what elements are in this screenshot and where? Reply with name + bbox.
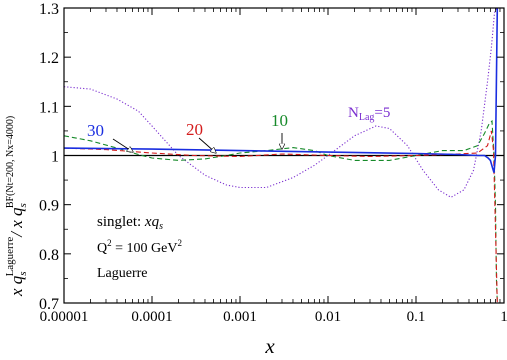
y-tick-label: 0.9 bbox=[39, 198, 59, 215]
x-tick-label: 0.1 bbox=[407, 309, 426, 325]
series-line-3 bbox=[64, 8, 499, 173]
y-tick-label: 1 bbox=[51, 149, 59, 166]
series-label-20: 20 bbox=[186, 120, 203, 139]
info-line-2-c: = 100 GeV bbox=[112, 241, 178, 256]
y-tick-label: 0.8 bbox=[39, 247, 59, 264]
x-tick-label: 0.001 bbox=[223, 309, 257, 325]
x-tick-label: 0.00001 bbox=[40, 309, 89, 325]
series-label-5: NLag=5 bbox=[348, 105, 390, 123]
series-label-30: 30 bbox=[87, 121, 104, 140]
y-label-main: x q bbox=[7, 275, 26, 297]
annotation-arrows bbox=[112, 133, 282, 153]
x-axis-label: x bbox=[264, 334, 275, 358]
y-label-sub: s bbox=[17, 271, 29, 275]
series-label-10: 10 bbox=[271, 111, 288, 130]
info-line-1-c: s bbox=[159, 221, 163, 232]
y-label-div-sup: BF(Nt=200, Nx=4000) bbox=[5, 116, 16, 208]
ticks-layer: 0.00001 0.0001 0.001 0.01 0.1 1 0.7 0.8 0.9 1 1.1 1… bbox=[39, 1, 507, 325]
info-line-2-d: 2 bbox=[177, 238, 182, 248]
info-line-1: singlet: xqs bbox=[97, 214, 163, 232]
series-line-0 bbox=[64, 8, 497, 198]
y-label-div-sub: s bbox=[17, 203, 29, 207]
x-tick-label: 0.0001 bbox=[131, 309, 172, 325]
info-line-1-a: singlet: bbox=[97, 214, 145, 230]
y-tick-label: 1.3 bbox=[39, 1, 59, 18]
series-line-1 bbox=[64, 119, 498, 303]
y-tick-label: 1.1 bbox=[39, 99, 59, 116]
arrow-20 bbox=[198, 137, 216, 153]
y-label-sup: Laguerre bbox=[4, 237, 16, 277]
series-line-2 bbox=[64, 130, 498, 303]
y-label-div: / x q bbox=[7, 207, 26, 238]
label-5-main: N bbox=[348, 105, 359, 121]
arrow-30 bbox=[112, 138, 133, 152]
info-line-2: Q2 = 100 GeV2 bbox=[97, 238, 182, 256]
info-line-3: Laguerre bbox=[97, 266, 148, 281]
info-line-1-b: xq bbox=[144, 214, 160, 230]
label-5-tail: =5 bbox=[374, 105, 390, 121]
y-tick-label: 0.7 bbox=[39, 296, 59, 313]
x-tick-label: 1 bbox=[500, 309, 507, 325]
info-line-2-a: Q bbox=[97, 241, 107, 256]
y-axis-label: x qsLaguerre/ x qsBF(Nt=200, Nx=4000) bbox=[4, 116, 29, 297]
y-tick-label: 1.2 bbox=[39, 50, 59, 67]
x-tick-label: 0.01 bbox=[315, 309, 341, 325]
label-5-sub: Lag bbox=[359, 112, 375, 123]
info-line-2-b: 2 bbox=[107, 238, 112, 248]
series-layer bbox=[64, 8, 499, 303]
